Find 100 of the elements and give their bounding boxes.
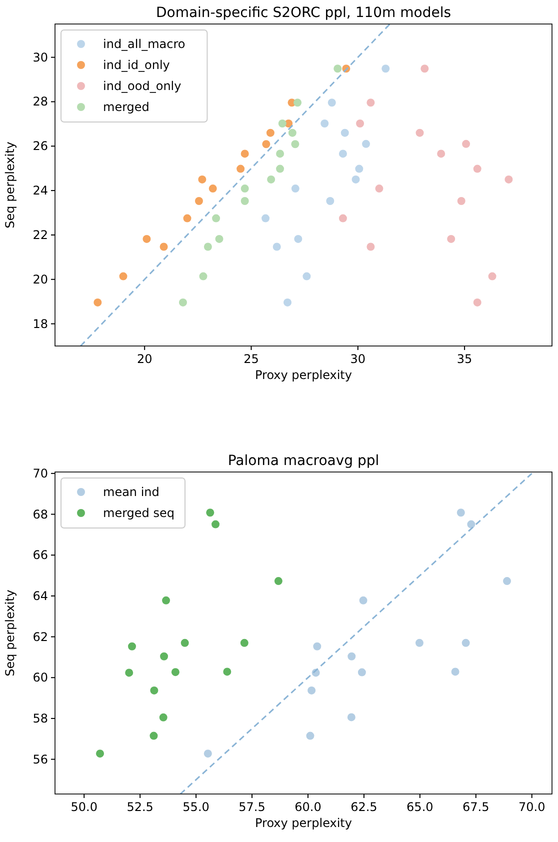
point [313,642,322,650]
point [199,272,208,280]
y-tick-label: 64 [32,588,48,603]
y-tick-label: 60 [32,670,48,685]
point [352,175,360,184]
point [504,175,513,184]
point [291,140,300,148]
x-tick-label: 57.5 [238,800,266,814]
point [160,242,168,251]
point [334,64,342,73]
x-tick-label: 60.0 [294,800,322,814]
point [276,150,284,158]
point [159,713,168,722]
point [420,64,429,73]
y-tick-label: 66 [32,548,48,562]
point [150,732,158,740]
point [366,242,375,251]
point [204,242,212,251]
point [125,668,134,677]
point [223,668,232,676]
x-tick-label: 50.0 [70,800,98,814]
point [451,668,460,676]
point [208,184,217,193]
point [212,520,220,528]
y-tick-label: 28 [32,94,48,109]
y-tick-label: 62 [32,630,48,644]
point [215,234,224,243]
chart-title: Paloma macroavg ppl [228,453,380,469]
x-tick-label: 20 [136,352,152,366]
point [328,98,336,107]
point [366,98,375,107]
point [288,128,296,137]
point [308,686,316,694]
point [240,638,248,647]
x-tick-label: 25 [244,352,259,366]
y-tick-label: 70 [32,466,48,480]
point [382,64,390,73]
point [198,175,206,184]
point [462,638,470,647]
point [447,234,456,243]
y-tick-label: 24 [32,184,48,198]
point [503,577,511,586]
x-axis-title: Proxy perplexity [255,816,352,830]
point [262,214,270,222]
point [456,508,465,517]
y-tick-label: 68 [32,507,48,522]
point [276,164,284,173]
point [473,164,482,173]
point [437,150,446,158]
point [278,119,286,128]
point [160,652,168,660]
point [291,184,300,193]
x-tick-label: 70.0 [518,800,546,814]
point [212,214,220,222]
point [338,150,347,158]
point [274,577,282,586]
x-tick-label: 55.0 [182,800,210,814]
point [359,596,368,604]
point [462,140,470,148]
point [306,732,314,740]
point [236,164,245,173]
point [302,272,311,280]
point [294,98,302,107]
y-tick-label: 26 [32,139,48,154]
y-axis-title: Seq perplexity [3,142,17,228]
point [267,175,276,184]
y-tick-label: 20 [32,272,48,286]
point [473,298,482,306]
point [142,234,151,243]
point [240,184,249,193]
y-tick-label: 58 [32,711,48,726]
point [240,196,249,205]
legend-label: ind_ood_only [103,79,182,93]
point [294,234,302,243]
point [347,713,356,722]
y-tick-label: 56 [32,752,48,766]
point [204,750,212,758]
x-tick-label: 30 [350,352,366,366]
point [96,750,104,758]
point [262,140,270,148]
point [340,128,349,137]
point [348,652,356,660]
legend-label: ind_all_macro [103,37,186,51]
point [284,298,292,306]
legend-label: merged [103,100,150,114]
x-tick-label: 62.5 [350,800,378,814]
point [119,272,128,280]
point [272,242,281,251]
legend-label: merged seq [103,506,174,520]
x-axis-title: Proxy perplexity [255,368,352,382]
point [128,642,136,650]
y-tick-label: 22 [32,228,48,242]
x-tick-label: 52.5 [126,800,154,814]
point [180,638,189,647]
point [416,128,424,137]
point [355,164,364,173]
y-axis-title: Seq perplexity [3,590,17,676]
point [338,214,347,222]
legend-label: mean ind [103,485,160,499]
point [356,119,364,128]
